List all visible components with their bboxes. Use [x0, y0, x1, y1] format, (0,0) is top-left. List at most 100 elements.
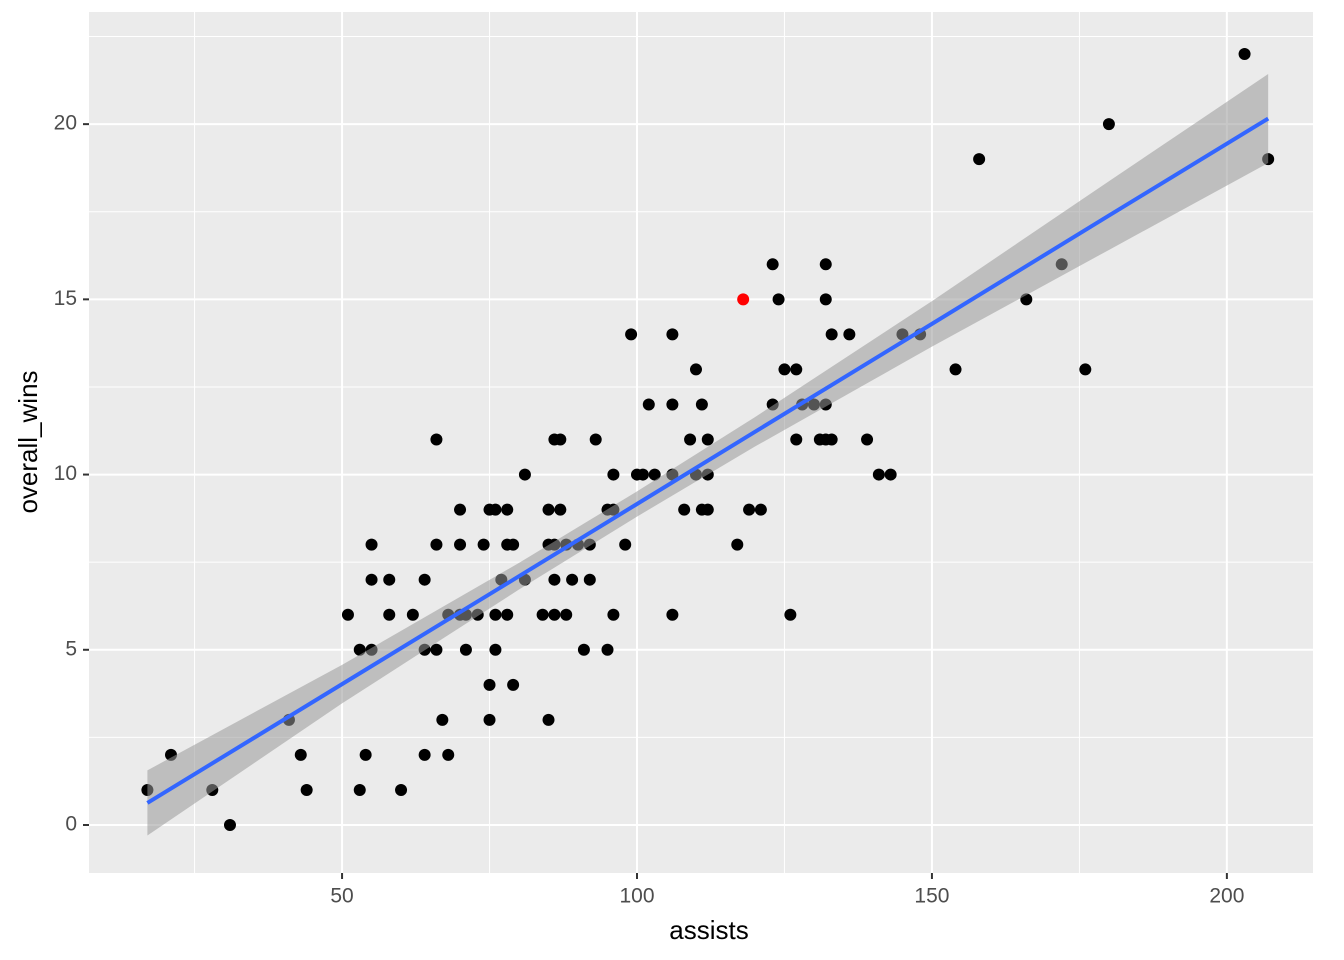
- point: [406, 608, 419, 621]
- point: [678, 503, 691, 516]
- point: [507, 678, 520, 691]
- point: [689, 363, 702, 376]
- point: [784, 608, 797, 621]
- point: [790, 363, 803, 376]
- x-tick-label: 200: [1209, 885, 1244, 908]
- point: [489, 503, 502, 516]
- point: [501, 503, 514, 516]
- point: [454, 503, 467, 516]
- point: [430, 433, 443, 446]
- point: [1079, 363, 1092, 376]
- point: [607, 468, 620, 481]
- point: [666, 608, 679, 621]
- point: [684, 433, 697, 446]
- point: [353, 783, 366, 796]
- point: [648, 468, 661, 481]
- point: [766, 258, 779, 271]
- point: [341, 608, 354, 621]
- point: [642, 398, 655, 411]
- point: [489, 608, 502, 621]
- point: [383, 608, 396, 621]
- point: [554, 433, 567, 446]
- y-axis-title: overall_wins: [13, 370, 43, 513]
- y-tick-label: 5: [65, 637, 77, 660]
- y-tick-label: 10: [54, 462, 77, 485]
- point: [843, 328, 856, 341]
- point: [430, 538, 443, 551]
- point: [973, 153, 986, 166]
- point: [507, 538, 520, 551]
- point: [353, 643, 366, 656]
- point: [518, 468, 531, 481]
- point: [583, 573, 596, 586]
- point: [489, 643, 502, 656]
- highlight-point: [737, 293, 750, 306]
- point: [223, 818, 236, 831]
- point: [701, 503, 714, 516]
- point: [778, 363, 791, 376]
- point: [701, 433, 714, 446]
- x-axis-title: assists: [669, 915, 748, 945]
- point: [607, 608, 620, 621]
- point: [825, 433, 838, 446]
- y-tick-label: 0: [65, 813, 77, 836]
- point: [536, 608, 549, 621]
- point: [548, 573, 561, 586]
- point: [454, 538, 467, 551]
- point: [554, 503, 567, 516]
- point: [743, 503, 756, 516]
- point: [949, 363, 962, 376]
- x-tick-label: 100: [619, 885, 654, 908]
- point: [359, 748, 372, 761]
- point: [825, 328, 838, 341]
- point: [483, 713, 496, 726]
- point: [695, 398, 708, 411]
- point: [1102, 118, 1115, 131]
- point: [566, 573, 579, 586]
- x-tick-label: 50: [330, 885, 353, 908]
- point: [577, 643, 590, 656]
- y-tick-label: 15: [54, 287, 77, 310]
- x-tick-label: 150: [914, 885, 949, 908]
- fit-line: [146, 116, 1270, 805]
- point: [395, 783, 408, 796]
- point: [365, 573, 378, 586]
- point: [418, 573, 431, 586]
- point: [430, 643, 443, 656]
- point: [819, 258, 832, 271]
- point: [666, 328, 679, 341]
- point: [1238, 48, 1251, 61]
- point: [861, 433, 874, 446]
- point: [459, 643, 472, 656]
- point: [872, 468, 885, 481]
- point: [884, 468, 897, 481]
- point: [754, 503, 767, 516]
- point: [548, 608, 561, 621]
- point: [542, 503, 555, 516]
- point: [501, 608, 514, 621]
- point: [819, 293, 832, 306]
- point: [772, 293, 785, 306]
- confidence-band: [147, 74, 1269, 836]
- point: [418, 748, 431, 761]
- point: [731, 538, 744, 551]
- point: [477, 538, 490, 551]
- y-tick-label: 20: [54, 112, 77, 135]
- point: [601, 643, 614, 656]
- point: [365, 538, 378, 551]
- point: [442, 748, 455, 761]
- point: [383, 573, 396, 586]
- point: [542, 713, 555, 726]
- point: [625, 328, 638, 341]
- point: [436, 713, 449, 726]
- point: [300, 783, 313, 796]
- point: [636, 468, 649, 481]
- point: [790, 433, 803, 446]
- point: [294, 748, 307, 761]
- point: [483, 678, 496, 691]
- point: [619, 538, 632, 551]
- point: [666, 398, 679, 411]
- point: [560, 608, 573, 621]
